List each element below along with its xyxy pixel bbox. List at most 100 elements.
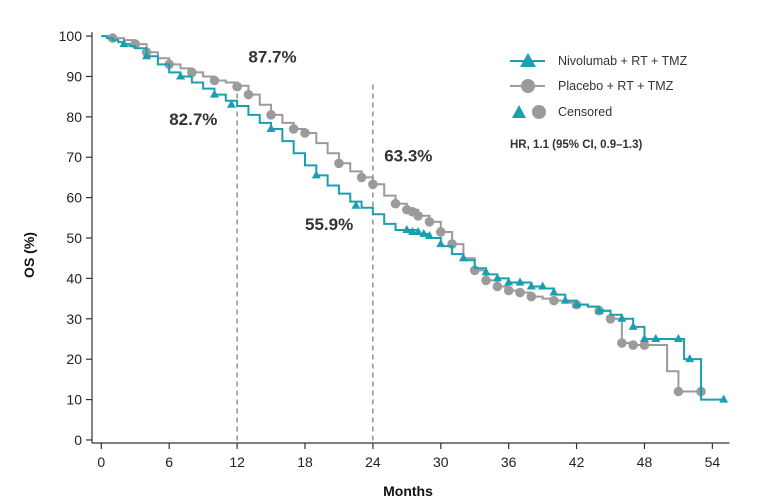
censor-circle-mark [435, 227, 446, 237]
censor-triangle-mark [639, 333, 649, 342]
censor-triangle-mark [628, 321, 638, 330]
legend: Nivolumab + RT + TMZ Placebo + RT + TMZ … [510, 53, 688, 151]
censor-triangle-mark [549, 287, 559, 296]
hazard-ratio-text: HR, 1.1 (95% CI, 0.9–1.3) [510, 139, 642, 151]
censor-triangle-mark [419, 228, 429, 237]
censor-circle-mark [639, 340, 650, 350]
censor-circle-mark [368, 179, 378, 190]
censor-triangle-mark [436, 239, 446, 248]
censor-triangle-mark [594, 305, 604, 314]
censor-circle-mark [628, 340, 638, 350]
axes: 0 10 20 30 40 50 60 70 80 90 100 0 6 12 18 24 30 36 42 48 54 [59, 28, 730, 470]
x-tick-label: 30 [433, 454, 449, 470]
censor-circle-mark [300, 128, 310, 138]
censor-triangle-mark [538, 281, 548, 290]
y-tick-label: 100 [59, 28, 83, 44]
censor-circle-mark [481, 275, 491, 286]
legend-label-censored: Censored [558, 105, 612, 119]
censor-circle-mark [187, 67, 197, 78]
censor-triangle-mark [560, 295, 570, 304]
x-tick-label: 42 [569, 454, 585, 470]
censor-circle-mark [243, 89, 254, 100]
series-nivolumab [101, 35, 729, 403]
censor-triangle-mark [673, 333, 683, 342]
censor-triangle-mark [515, 277, 525, 286]
y-tick-label: 70 [66, 149, 82, 165]
censor-triangle-mark [408, 226, 417, 235]
censor-triangle-mark [458, 253, 468, 262]
y-tick-label: 10 [66, 392, 82, 408]
censor-triangle-mark [266, 123, 276, 132]
censor-circle-mark [232, 81, 242, 92]
censor-circle-mark [492, 281, 503, 292]
x-tick-label: 24 [365, 454, 381, 470]
censor-circle-mark [390, 198, 401, 209]
censor-triangle-mark [226, 99, 236, 108]
censor-triangle-mark [504, 277, 514, 286]
legend-triangle-icon [520, 53, 536, 67]
censor-triangle-mark [481, 267, 491, 276]
landmark-annotation: 55.9% [305, 215, 353, 234]
x-axis-title: Months [383, 483, 433, 499]
censor-triangle-mark [526, 281, 536, 290]
y-tick-label: 50 [66, 230, 82, 246]
censor-triangle-mark [424, 231, 434, 239]
x-tick-label: 6 [165, 454, 173, 470]
series-layer [101, 33, 729, 403]
censor-triangle-mark [142, 51, 152, 60]
reference-lines [236, 84, 374, 443]
y-tick-label: 90 [66, 68, 82, 84]
censor-circle-mark [288, 124, 299, 134]
censor-triangle-mark [651, 333, 661, 342]
y-axis-title: OS (%) [21, 232, 37, 278]
censor-triangle-mark [351, 200, 361, 209]
censor-circle-mark [673, 386, 684, 397]
series-line [101, 35, 724, 401]
censor-triangle-mark [492, 273, 502, 282]
censor-triangle-mark [617, 313, 627, 322]
censor-circle-mark [424, 217, 435, 227]
y-tick-label: 20 [66, 351, 82, 367]
x-tick-label: 18 [297, 454, 313, 470]
y-tick-label: 0 [74, 432, 82, 448]
legend-censored-circle-icon [532, 105, 546, 119]
censor-triangle-mark [413, 226, 423, 235]
censor-triangle-mark [572, 299, 582, 308]
y-tick-label: 30 [66, 311, 82, 327]
legend-circle-icon [521, 79, 535, 93]
landmark-annotation: 87.7% [248, 47, 296, 66]
censor-circle-mark [605, 313, 616, 324]
y-tick-label: 40 [66, 270, 82, 286]
censor-circle-mark [549, 295, 559, 306]
legend-label-placebo: Placebo + RT + TMZ [558, 79, 674, 93]
x-tick-label: 36 [501, 454, 517, 470]
annotations: 87.7% 82.7% 63.3% 55.9% [169, 47, 432, 234]
censor-triangle-mark [176, 71, 186, 80]
censor-circle-mark [515, 287, 525, 298]
legend-label-nivolumab: Nivolumab + RT + TMZ [558, 54, 688, 68]
x-tick-label: 54 [705, 454, 721, 470]
censor-circle-mark [413, 211, 423, 221]
x-tick-label: 12 [229, 454, 245, 470]
censor-circle-mark [334, 158, 344, 169]
censor-triangle-mark [209, 89, 219, 98]
censor-triangle-mark [311, 170, 321, 179]
landmark-annotation: 82.7% [169, 110, 217, 129]
censor-triangle-mark [719, 394, 729, 403]
y-tick-label: 80 [66, 109, 82, 125]
censor-triangle-mark [119, 39, 129, 48]
y-tick-label: 60 [66, 190, 82, 206]
censor-circle-mark [503, 285, 514, 296]
censor-circle-mark [266, 110, 276, 120]
censor-circle-mark [617, 338, 627, 348]
censor-circle-mark [526, 291, 537, 302]
legend-censored-triangle-icon [512, 105, 526, 118]
censor-triangle-mark [685, 354, 695, 363]
censor-circle-mark [356, 172, 367, 183]
x-tick-label: 0 [97, 454, 105, 470]
censor-circle-mark [209, 75, 220, 86]
censor-triangle-mark [402, 224, 412, 233]
landmark-annotation: 63.3% [384, 146, 432, 165]
